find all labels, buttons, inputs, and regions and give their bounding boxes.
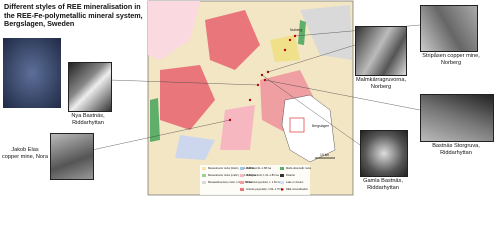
legend-label: Metasedimentary rocks, 1.91–1.88 Ga xyxy=(208,180,253,184)
legend-label: REE mineralisation xyxy=(286,187,309,191)
map-graphics: Bergslagen Norberg 10 km Metavolcanic ro… xyxy=(91,0,421,196)
micro-photo xyxy=(360,130,408,177)
legend-label: Metavolcanic rocks (mafic), 1.91–1.88 Ga xyxy=(208,173,256,177)
figure: Different styles of REE mineralisation i… xyxy=(2,0,494,196)
map-unit xyxy=(150,98,160,142)
caption: Jakob Elas copper mine, Nora xyxy=(2,147,49,160)
micro-photo xyxy=(420,5,478,52)
caption: Malmkärragruvorna, Norberg xyxy=(355,77,407,90)
scale-label: 10 km xyxy=(320,153,329,157)
map-unit xyxy=(148,1,200,60)
legend-label: Mafic-ultramafic rocks xyxy=(286,166,312,170)
legend-label: Metavolcanic rocks (felsic), 1.91–1.88 G… xyxy=(208,166,256,170)
micro-photo xyxy=(68,62,112,112)
figure-title: Different styles of REE mineralisation i… xyxy=(4,2,143,29)
map-unit xyxy=(298,20,306,45)
map-unit xyxy=(220,105,255,150)
map-unit xyxy=(175,135,215,160)
caption: Bastnäs Storgruva, Riddarhyttan xyxy=(432,143,480,156)
caption: Nya Bastnäs, Riddarhyttan xyxy=(71,113,105,126)
legend-label: Metagranitoid, 1.91–1.86 Ga xyxy=(246,173,279,177)
micro-photo xyxy=(420,94,494,142)
map-unit xyxy=(160,65,215,130)
inset-map xyxy=(281,94,336,163)
legend-label: Granite-pegmatite, 1.82–1.75 Ga xyxy=(246,187,284,191)
caption: Stripåsen copper mine, Norberg xyxy=(422,53,480,66)
map-unit xyxy=(270,35,300,62)
map-label: Norberg xyxy=(290,28,302,32)
specimen-photo xyxy=(3,38,61,108)
inset-label: Bergslagen xyxy=(312,124,329,128)
legend-label: Marble, 1.91–1.88 Ga xyxy=(246,166,272,170)
legend: Metavolcanic rocks (felsic), 1.91–1.88 G… xyxy=(200,165,312,195)
legend-label: Dolerite xyxy=(286,173,295,177)
map-unit xyxy=(300,5,352,60)
legend-label: Lake or stream xyxy=(286,180,303,184)
caption: Gamla Bastnäs, Riddarhyttan xyxy=(363,178,403,191)
inset-box xyxy=(289,117,305,133)
micro-photo xyxy=(50,133,94,180)
legend-label: Granitoid-syenitoid, c. 1.81 Ga xyxy=(246,180,282,184)
map-unit xyxy=(205,10,260,70)
micro-photo xyxy=(355,26,407,76)
